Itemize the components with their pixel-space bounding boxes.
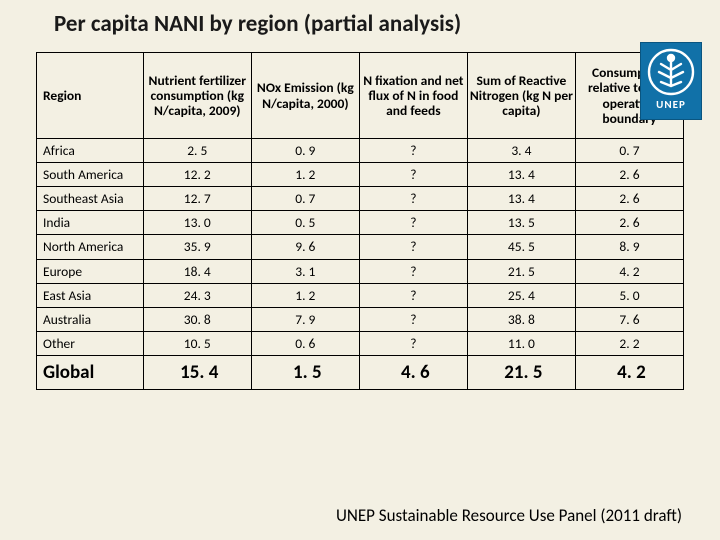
- cell-value: 8. 9: [575, 235, 683, 259]
- table-row: South America12. 21. 2?13. 42. 6: [37, 163, 684, 187]
- cell-value: 30. 8: [143, 307, 251, 331]
- cell-value: 21. 5: [467, 355, 575, 389]
- col-header-fertilizer: Nutrient fertilizer consumption (kg N/ca…: [143, 53, 251, 139]
- cell-value: 13. 4: [467, 187, 575, 211]
- cell-value: 5. 0: [575, 283, 683, 307]
- cell-value: 1. 5: [251, 355, 359, 389]
- col-header-region: Region: [37, 53, 144, 139]
- table-header-row: Region Nutrient fertilizer consumption (…: [37, 53, 684, 139]
- cell-value: 10. 5: [143, 331, 251, 355]
- page-title: Per capita NANI by region (partial analy…: [0, 0, 720, 52]
- cell-value: 0. 7: [575, 139, 683, 163]
- cell-value: 9. 6: [251, 235, 359, 259]
- cell-value: ?: [359, 331, 467, 355]
- cell-value: ?: [359, 139, 467, 163]
- cell-region: North America: [37, 235, 144, 259]
- col-header-nox: NOx Emission (kg N/capita, 2000): [251, 53, 359, 139]
- cell-value: 25. 4: [467, 283, 575, 307]
- cell-value: ?: [359, 187, 467, 211]
- cell-value: ?: [359, 259, 467, 283]
- table-row: Southeast Asia12. 70. 7?13. 42. 6: [37, 187, 684, 211]
- table-row: Other10. 50. 6?11. 02. 2: [37, 331, 684, 355]
- cell-value: 2. 5: [143, 139, 251, 163]
- unep-logo-label: UNEP: [656, 98, 686, 111]
- cell-value: 13. 0: [143, 211, 251, 235]
- nani-table: Region Nutrient fertilizer consumption (…: [36, 52, 684, 390]
- table-row: Africa2. 50. 9?3. 40. 7: [37, 139, 684, 163]
- cell-value: 4. 2: [575, 355, 683, 389]
- cell-value: 1. 2: [251, 283, 359, 307]
- cell-value: 38. 8: [467, 307, 575, 331]
- cell-region: India: [37, 211, 144, 235]
- table-row: North America35. 99. 6?45. 58. 9: [37, 235, 684, 259]
- cell-value: ?: [359, 307, 467, 331]
- cell-value: 4. 2: [575, 259, 683, 283]
- cell-value: ?: [359, 163, 467, 187]
- cell-value: 1. 2: [251, 163, 359, 187]
- cell-value: 0. 6: [251, 331, 359, 355]
- cell-region: Global: [37, 355, 144, 389]
- cell-region: Southeast Asia: [37, 187, 144, 211]
- table-row: Australia30. 87. 9?38. 87. 6: [37, 307, 684, 331]
- cell-region: Other: [37, 331, 144, 355]
- cell-value: 0. 7: [251, 187, 359, 211]
- cell-value: 18. 4: [143, 259, 251, 283]
- cell-value: ?: [359, 235, 467, 259]
- cell-region: South America: [37, 163, 144, 187]
- cell-value: 11. 0: [467, 331, 575, 355]
- unep-logo: UNEP: [640, 42, 702, 120]
- cell-value: 12. 7: [143, 187, 251, 211]
- table-row: Europe18. 43. 1?21. 54. 2: [37, 259, 684, 283]
- col-header-nfix: N fixation and net flux of N in food and…: [359, 53, 467, 139]
- cell-value: 7. 9: [251, 307, 359, 331]
- table-row-global: Global15. 41. 54. 621. 54. 2: [37, 355, 684, 389]
- cell-value: 13. 5: [467, 211, 575, 235]
- cell-value: 3. 4: [467, 139, 575, 163]
- cell-value: 2. 2: [575, 331, 683, 355]
- cell-region: Africa: [37, 139, 144, 163]
- table-row: East Asia24. 31. 2?25. 45. 0: [37, 283, 684, 307]
- cell-value: 7. 6: [575, 307, 683, 331]
- cell-value: 13. 4: [467, 163, 575, 187]
- cell-value: ?: [359, 211, 467, 235]
- cell-value: 21. 5: [467, 259, 575, 283]
- cell-value: 35. 9: [143, 235, 251, 259]
- cell-value: 4. 6: [359, 355, 467, 389]
- cell-value: 15. 4: [143, 355, 251, 389]
- table-row: India13. 00. 5?13. 52. 6: [37, 211, 684, 235]
- cell-value: 24. 3: [143, 283, 251, 307]
- source-footer: UNEP Sustainable Resource Use Panel (201…: [336, 505, 682, 526]
- unep-icon: [647, 48, 695, 96]
- cell-value: 2. 6: [575, 163, 683, 187]
- cell-region: Europe: [37, 259, 144, 283]
- cell-value: 3. 1: [251, 259, 359, 283]
- cell-value: 0. 5: [251, 211, 359, 235]
- cell-value: 2. 6: [575, 211, 683, 235]
- cell-value: 12. 2: [143, 163, 251, 187]
- cell-value: ?: [359, 283, 467, 307]
- cell-value: 2. 6: [575, 187, 683, 211]
- cell-value: 45. 5: [467, 235, 575, 259]
- cell-region: Australia: [37, 307, 144, 331]
- cell-region: East Asia: [37, 283, 144, 307]
- cell-value: 0. 9: [251, 139, 359, 163]
- col-header-sum: Sum of Reactive Nitrogen (kg N per capit…: [467, 53, 575, 139]
